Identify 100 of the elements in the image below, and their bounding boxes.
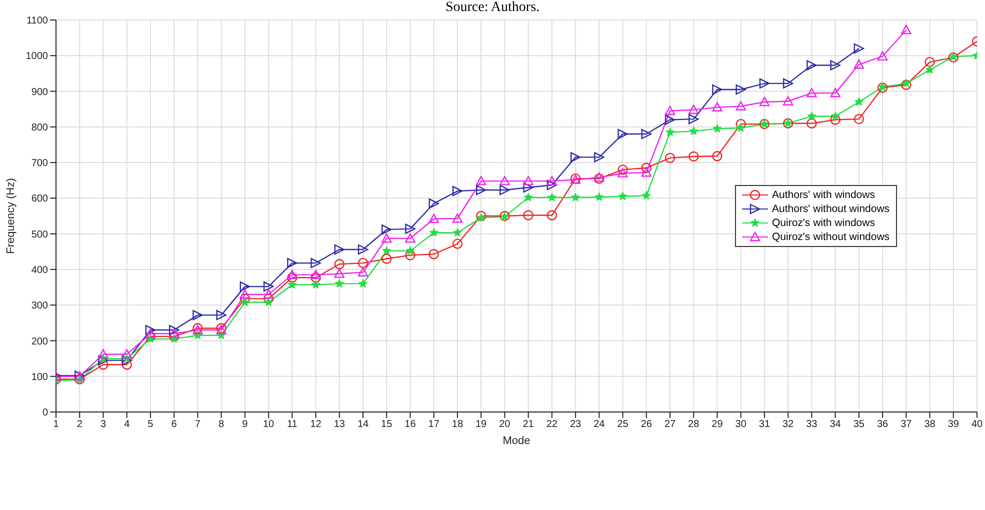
x-tick-label: 23 bbox=[570, 419, 582, 430]
point bbox=[263, 281, 274, 292]
y-tick-label: 900 bbox=[31, 86, 48, 98]
y-tick-label: 800 bbox=[31, 122, 48, 134]
point bbox=[98, 360, 108, 370]
point bbox=[570, 152, 581, 162]
y-tick-label: 100 bbox=[31, 372, 48, 383]
point bbox=[688, 114, 699, 124]
legend-label: Quiroz's with windows bbox=[772, 217, 875, 229]
x-tick-label: 33 bbox=[806, 419, 818, 430]
point bbox=[382, 246, 392, 255]
x-tick-label: 21 bbox=[522, 419, 534, 430]
point bbox=[310, 272, 321, 283]
y-axis-title: Frequency (Hz) bbox=[4, 178, 17, 254]
x-tick-label: 26 bbox=[640, 419, 652, 430]
x-tick-label: 27 bbox=[664, 419, 676, 430]
point bbox=[594, 152, 604, 162]
point bbox=[807, 111, 816, 120]
point bbox=[311, 280, 320, 289]
point bbox=[546, 180, 558, 190]
point bbox=[806, 88, 817, 98]
x-tick-label: 30 bbox=[735, 419, 747, 430]
point bbox=[98, 355, 108, 366]
point bbox=[736, 84, 746, 95]
point bbox=[405, 233, 416, 243]
point bbox=[500, 176, 510, 186]
point bbox=[122, 349, 132, 358]
x-tick-label: 40 bbox=[971, 419, 983, 430]
point bbox=[452, 228, 462, 237]
x-tick-label: 34 bbox=[830, 419, 842, 430]
point bbox=[854, 114, 864, 124]
point bbox=[523, 210, 534, 220]
point bbox=[830, 114, 840, 125]
x-tick-label: 19 bbox=[476, 419, 488, 430]
point bbox=[429, 228, 438, 237]
x-tick-label: 4 bbox=[124, 419, 130, 430]
point bbox=[830, 88, 840, 98]
point bbox=[476, 176, 486, 186]
point bbox=[712, 84, 722, 95]
x-tick-label: 7 bbox=[194, 419, 201, 430]
point bbox=[641, 162, 652, 173]
x-tick-label: 13 bbox=[334, 419, 346, 430]
point bbox=[901, 80, 912, 90]
point bbox=[524, 192, 533, 202]
point bbox=[925, 65, 934, 74]
legend-label: Quiroz's without windows bbox=[772, 231, 890, 243]
point bbox=[263, 289, 274, 299]
point bbox=[122, 360, 132, 370]
point bbox=[405, 224, 416, 234]
y-tick-label: 600 bbox=[31, 194, 48, 205]
point bbox=[688, 151, 699, 162]
point bbox=[877, 51, 888, 61]
point bbox=[334, 268, 344, 278]
point bbox=[830, 60, 840, 70]
point bbox=[901, 24, 912, 34]
point bbox=[641, 128, 652, 140]
x-tick-label: 12 bbox=[310, 419, 322, 430]
y-tick-label: 0 bbox=[42, 408, 48, 419]
point bbox=[428, 214, 439, 224]
point bbox=[168, 328, 180, 338]
point bbox=[240, 294, 250, 304]
y-tick-label: 1000 bbox=[26, 51, 48, 62]
point bbox=[240, 281, 250, 292]
point bbox=[664, 114, 676, 125]
point bbox=[406, 246, 415, 255]
point bbox=[546, 210, 558, 220]
y-tick-label: 700 bbox=[31, 158, 48, 170]
point bbox=[405, 250, 416, 260]
point bbox=[476, 184, 486, 196]
point bbox=[358, 244, 368, 255]
point bbox=[216, 310, 226, 320]
point bbox=[358, 258, 368, 268]
x-tick-label: 31 bbox=[758, 419, 770, 430]
x-tick-label: 38 bbox=[924, 419, 936, 430]
x-tick-label: 5 bbox=[148, 419, 154, 430]
x-tick-label: 36 bbox=[876, 419, 889, 430]
point bbox=[382, 254, 392, 264]
point bbox=[98, 349, 108, 358]
x-tick-label: 14 bbox=[357, 419, 369, 430]
point bbox=[310, 270, 321, 279]
point bbox=[759, 96, 770, 106]
point bbox=[382, 224, 392, 235]
point bbox=[689, 126, 698, 136]
y-tick-label: 400 bbox=[31, 265, 48, 276]
point bbox=[665, 128, 675, 136]
x-tick-label: 10 bbox=[262, 419, 275, 430]
point bbox=[664, 106, 676, 116]
x-tick-label: 25 bbox=[617, 419, 629, 430]
x-tick-label: 6 bbox=[171, 419, 178, 430]
point bbox=[240, 289, 250, 299]
point bbox=[382, 233, 392, 243]
source-note: Source: Authors. bbox=[444, 0, 541, 16]
point bbox=[830, 111, 840, 120]
x-tick-label: 24 bbox=[594, 419, 606, 430]
point bbox=[571, 192, 580, 202]
point bbox=[358, 267, 368, 277]
x-tick-label: 20 bbox=[499, 419, 511, 430]
x-tick-label: 29 bbox=[712, 419, 724, 430]
point bbox=[428, 198, 439, 209]
point bbox=[642, 190, 651, 200]
